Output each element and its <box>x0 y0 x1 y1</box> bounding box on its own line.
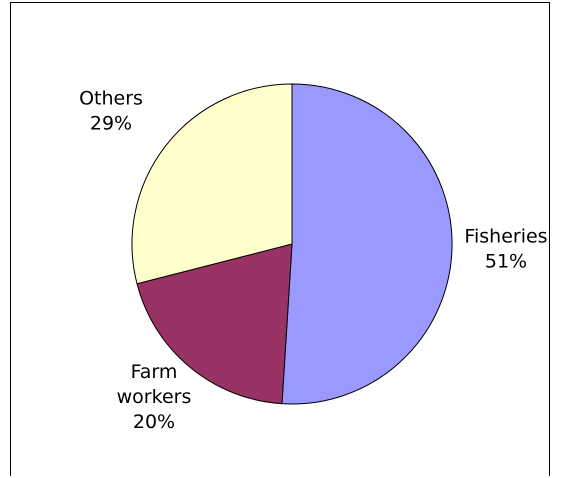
pie-slice-2 <box>131 83 293 285</box>
slice-label-line: 51% <box>485 251 527 273</box>
slice-label-2: Others 29% <box>79 88 143 135</box>
pie-slice-0 <box>281 83 453 405</box>
pie-slice-1 <box>136 243 293 405</box>
pie-slices <box>131 83 453 405</box>
pie-labels: Fisheries 51% Farm workers 20% Others 29% <box>79 88 548 434</box>
slice-label-line: workers <box>117 386 192 408</box>
slice-label-1: Farm workers 20% <box>117 361 192 433</box>
slice-label-line: Others <box>79 88 143 110</box>
slice-label-line: 29% <box>90 113 132 135</box>
slice-label-0: Fisheries 51% <box>464 226 547 273</box>
slice-label-line: 20% <box>133 411 175 433</box>
slice-label-line: Fisheries <box>464 226 547 248</box>
slice-label-line: Farm <box>131 361 178 383</box>
chart-frame <box>10 2 550 476</box>
